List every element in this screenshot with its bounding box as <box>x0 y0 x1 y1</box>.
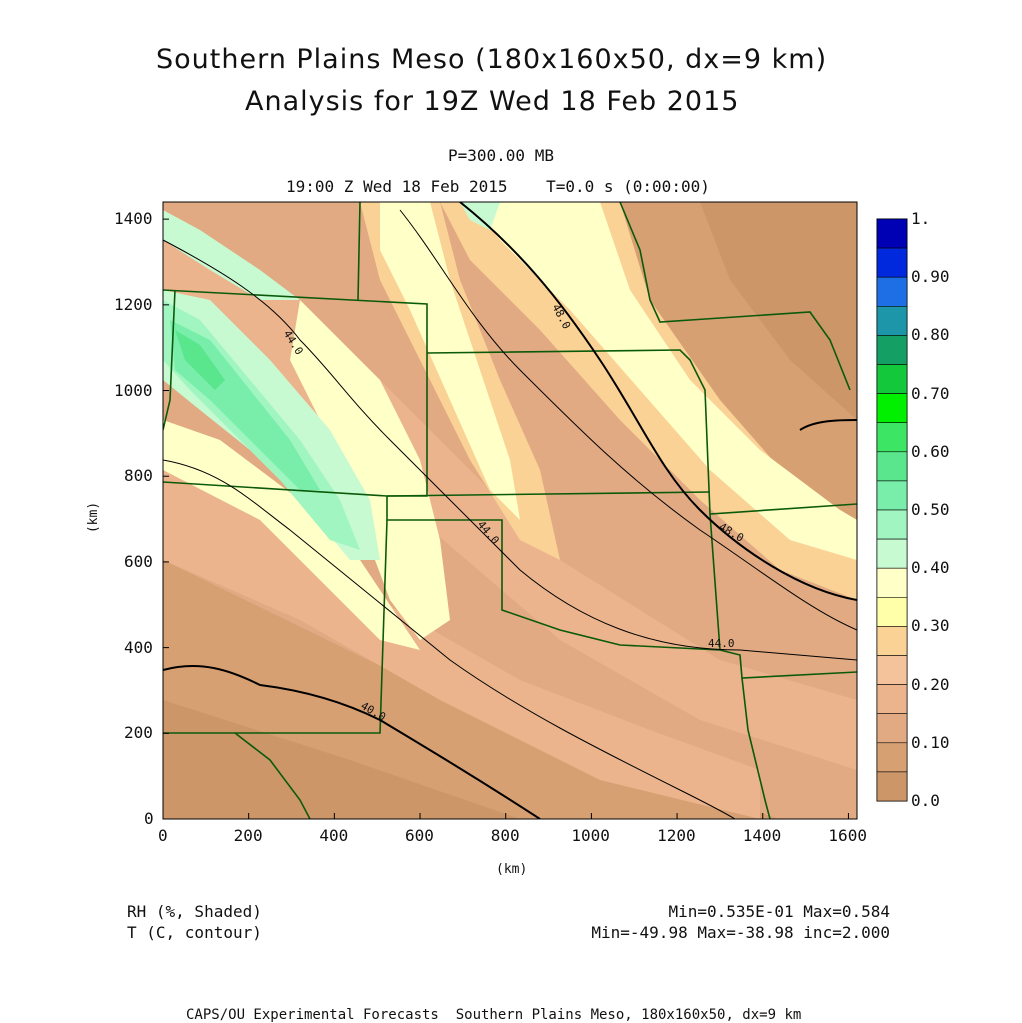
plot-frame <box>162 201 858 820</box>
colorbar-label: 0.40 <box>911 558 950 578</box>
colorbar-swatch <box>876 626 908 656</box>
state-borders <box>163 202 857 819</box>
y-tick-label: 0 <box>144 809 154 828</box>
colorbar-swatch <box>876 567 908 598</box>
colorbar-swatch <box>876 422 908 453</box>
temperature-contours <box>163 202 857 819</box>
colorbar-swatch <box>876 713 908 744</box>
x-tick-label: 800 <box>490 826 520 845</box>
colorbar-label: 0.20 <box>911 674 950 694</box>
y-tick-label: 1400 <box>114 209 153 229</box>
title-line-1: Southern Plains Meso (180x160x50, dx=9 k… <box>156 44 828 75</box>
footer-credit: CAPS/OU Experimental Forecasts Southern … <box>186 1007 802 1023</box>
colorbar-swatch <box>876 509 908 540</box>
field-2-stats: Min=-49.98 Max=-38.98 inc=2.000 <box>591 923 890 942</box>
colorbar-swatch <box>876 480 908 511</box>
colorbar-label: 0.70 <box>911 383 950 403</box>
y-tick-label: 800 <box>124 466 153 486</box>
colorbar-swatch <box>876 247 908 278</box>
x-axis-label: (km) <box>496 862 528 877</box>
y-tick-label: 600 <box>124 551 153 571</box>
x-tick-label: 0 <box>158 826 168 845</box>
x-tick-label: 600 <box>405 826 434 845</box>
contour-label: 44.0 <box>708 637 735 650</box>
colorbar-label: 0.50 <box>911 500 950 519</box>
colorbar-swatch <box>876 684 908 714</box>
colorbar-swatch <box>876 305 908 336</box>
colorbar-swatch <box>876 393 908 424</box>
colorbar-swatch <box>876 335 908 365</box>
colorbar-label: 0.80 <box>911 325 950 345</box>
colorbar-label: 0.60 <box>911 441 950 461</box>
field-1-name: RH (%, Shaded) <box>127 902 262 921</box>
pressure-level: P=300.00 MB <box>448 146 554 165</box>
colorbar-swatch <box>876 742 908 773</box>
colorbar-swatch <box>876 771 908 802</box>
colorbar-label: 0.0 <box>911 791 940 810</box>
y-axis-label: (km) <box>86 501 102 534</box>
colorbar-swatch <box>876 538 908 569</box>
x-tick-label: 1000 <box>571 826 610 845</box>
rh-shaded-field <box>163 202 857 819</box>
x-tick-label: 400 <box>319 826 349 845</box>
y-tick-label: 1200 <box>114 294 153 314</box>
x-tick-label: 1600 <box>828 826 867 845</box>
field-2-name: T (C, contour) <box>127 923 262 942</box>
colorbar-swatch <box>876 218 908 249</box>
colorbar-swatch <box>876 364 908 394</box>
y-tick-label: 1000 <box>114 380 153 400</box>
field-1-stats: Min=0.535E-01 Max=0.584 <box>668 902 890 921</box>
valid-time: 19:00 Z Wed 18 Feb 2015 T=0.0 s (0:00:00… <box>286 177 710 196</box>
y-tick-label: 400 <box>124 637 153 657</box>
x-tick-label: 200 <box>233 826 263 845</box>
colorbar-label: 0.30 <box>911 616 950 636</box>
colorbar-swatch <box>876 596 908 627</box>
colorbar-label: 1. <box>911 209 931 228</box>
colorbar-swatch <box>876 276 908 307</box>
colorbar-swatch <box>876 451 908 482</box>
y-tick-label: 200 <box>124 723 153 743</box>
colorbar-label: 0.90 <box>911 267 950 287</box>
colorbar-swatch <box>876 655 908 685</box>
colorbar-label: 0.10 <box>911 732 950 752</box>
x-tick-label: 1400 <box>742 826 782 845</box>
x-tick-label: 1200 <box>657 826 696 845</box>
title-line-2: Analysis for 19Z Wed 18 Feb 2015 <box>245 86 740 117</box>
